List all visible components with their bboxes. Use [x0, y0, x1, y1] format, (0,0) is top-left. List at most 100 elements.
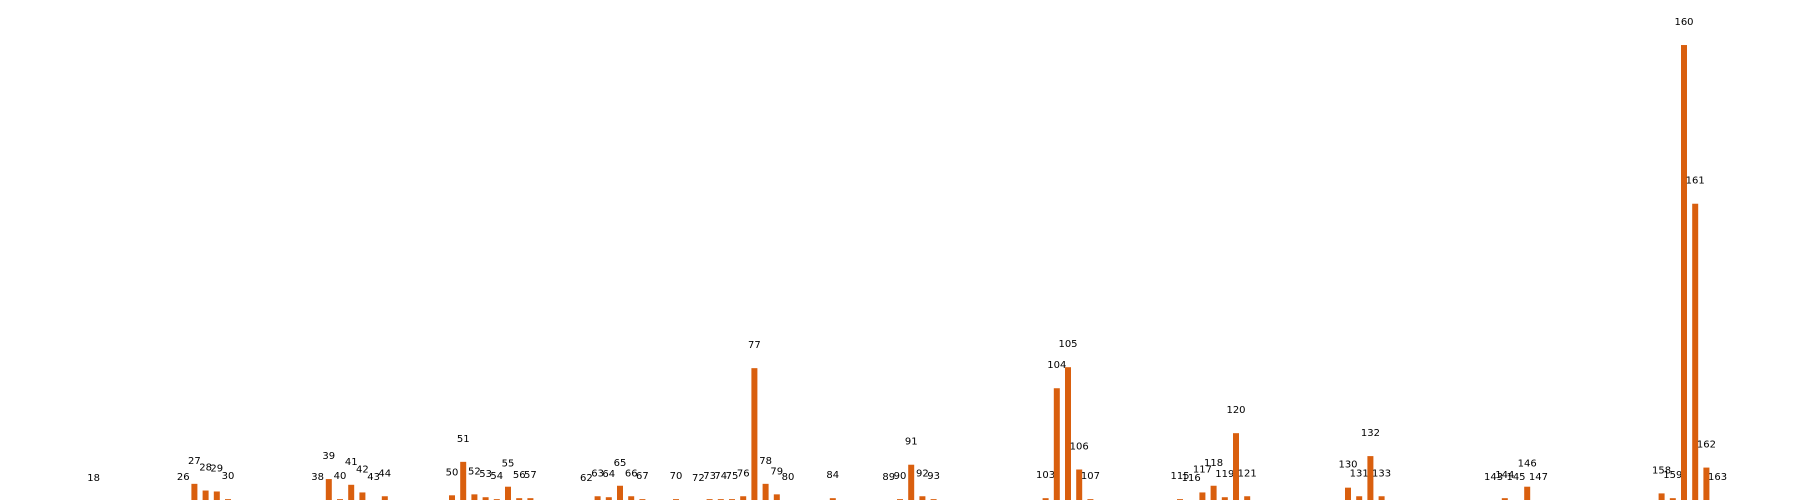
bar: [919, 496, 926, 500]
bar: [449, 495, 455, 500]
bar-label: 54: [490, 471, 503, 482]
bar-label: 146: [1518, 459, 1537, 470]
bar-label: 75: [726, 471, 739, 482]
bar-label: 162: [1697, 440, 1716, 451]
bar-label: 30: [222, 471, 235, 482]
bar: [1681, 45, 1687, 500]
bar-label: 90: [894, 471, 907, 482]
bar-label: 29: [210, 463, 223, 474]
bar-label: 28: [199, 463, 212, 474]
bar-label: 26: [177, 472, 190, 483]
bar: [1065, 367, 1071, 500]
bar: [1501, 498, 1508, 500]
bar: [348, 484, 355, 500]
bar-label: 72: [692, 473, 705, 484]
bar-label: 53: [479, 469, 492, 480]
bar: [482, 497, 489, 500]
bar-label: 84: [826, 470, 839, 481]
bar-label: 63: [591, 468, 604, 479]
bar: [1199, 492, 1206, 500]
bar-label: 145: [1506, 472, 1525, 483]
bar: [1367, 456, 1374, 500]
bar-label: 116: [1182, 473, 1201, 484]
bar: [505, 486, 511, 500]
bar-label: 43: [367, 472, 380, 483]
bar: [1221, 497, 1228, 500]
bar-label: 161: [1686, 176, 1705, 187]
bar-label: 52: [468, 466, 481, 477]
bar-label: 51: [457, 434, 470, 445]
bar-label: 80: [782, 472, 795, 483]
bar: [605, 497, 612, 500]
bar: [829, 498, 836, 500]
bar-label: 77: [748, 340, 761, 351]
bar-label: 91: [905, 437, 918, 448]
bar-label: 50: [446, 467, 459, 478]
bar: [202, 490, 209, 500]
bar-label: 89: [882, 472, 895, 483]
bar-label: 56: [513, 470, 526, 481]
bar-label: 147: [1529, 472, 1548, 483]
bar: [617, 485, 623, 500]
bar-label: 133: [1372, 468, 1391, 479]
bar: [516, 498, 523, 500]
bar-label: 38: [311, 472, 324, 483]
bar: [460, 461, 467, 500]
bar-label: 119: [1215, 469, 1234, 480]
bar-label: 42: [356, 464, 369, 475]
bar: [1076, 469, 1083, 500]
bar: [325, 479, 332, 500]
bar: [213, 491, 220, 500]
bar-label: 57: [524, 470, 537, 481]
bar-label: 118: [1204, 458, 1223, 469]
bar-label: 106: [1070, 442, 1089, 453]
bar-label: 78: [759, 456, 772, 467]
bar: [1345, 487, 1351, 500]
bar-label: 27: [188, 456, 201, 467]
bar-label: 65: [614, 458, 627, 469]
bar-label: 93: [927, 471, 940, 482]
bar-label: 55: [502, 459, 515, 470]
bar: [1703, 467, 1710, 500]
bar-label: 66: [625, 468, 638, 479]
bar: [762, 483, 769, 500]
bar-label: 18: [87, 473, 100, 484]
bar: [1658, 493, 1665, 500]
bar: [740, 496, 747, 500]
bar: [1042, 498, 1049, 500]
bar-label: 130: [1338, 460, 1357, 471]
bar-label: 163: [1708, 472, 1727, 483]
bar: [1233, 433, 1239, 500]
bar-label: 64: [602, 469, 615, 480]
bar-label: 131: [1350, 468, 1369, 479]
bar: [1053, 388, 1060, 500]
bar: [908, 464, 915, 500]
bar: [381, 496, 388, 500]
bar-label: 76: [737, 468, 750, 479]
bar-label: 39: [322, 451, 335, 462]
bar-label: 104: [1047, 360, 1066, 371]
bar-label: 115: [1170, 471, 1189, 482]
bar-label: 103: [1036, 470, 1055, 481]
bar: [628, 496, 635, 500]
bar-label: 158: [1652, 465, 1671, 476]
bar-label: 159: [1663, 470, 1682, 481]
bar: [359, 492, 366, 500]
bar-label: 44: [378, 468, 391, 479]
bar-label: 73: [703, 471, 716, 482]
bar-label: 160: [1674, 17, 1693, 28]
bar: [594, 496, 601, 500]
bar: [751, 368, 758, 500]
bar: [1692, 203, 1699, 500]
bar: [1669, 498, 1676, 500]
bar-label: 41: [345, 457, 358, 468]
bar-label: 40: [334, 471, 347, 482]
bar-label: 117: [1193, 464, 1212, 475]
bar: [471, 494, 478, 500]
bar-label: 62: [580, 473, 593, 484]
bar: [1524, 486, 1531, 500]
bar-label: 132: [1361, 428, 1380, 439]
bar: [1244, 496, 1251, 500]
bar-label: 143: [1484, 472, 1503, 483]
